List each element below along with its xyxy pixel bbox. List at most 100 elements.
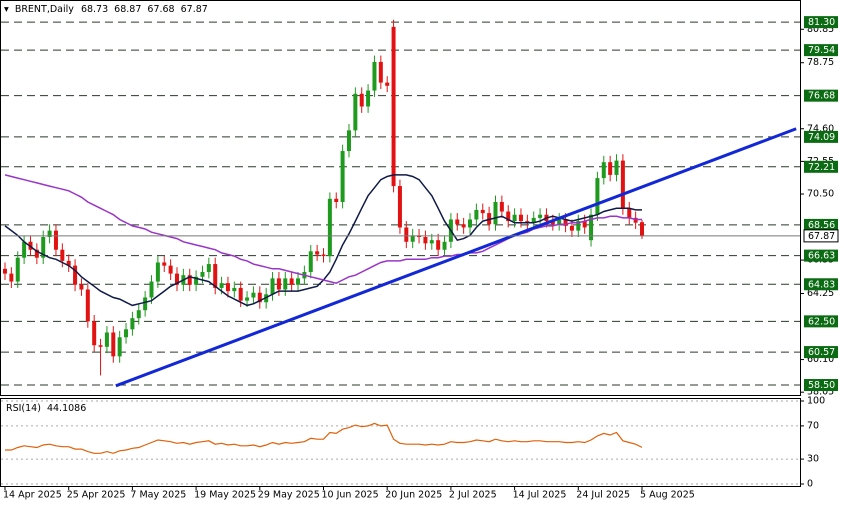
candle-body <box>168 265 173 274</box>
x-tick-label: 2 Jul 2025 <box>449 490 497 501</box>
candle-body <box>480 209 485 214</box>
candle-body <box>117 337 122 357</box>
candle-body <box>85 289 90 322</box>
candle-body <box>627 208 632 218</box>
level-box <box>804 160 838 173</box>
header-close: 67.87 <box>181 4 208 15</box>
candle-body <box>22 241 27 258</box>
y-tick-label: 74.60 <box>807 123 834 134</box>
candle-body <box>550 221 555 225</box>
candle-body <box>289 278 294 285</box>
candle-body <box>79 284 84 290</box>
candle-body <box>429 240 434 244</box>
candle-body <box>53 230 58 250</box>
candle-body <box>41 236 46 258</box>
candle-body <box>225 283 230 292</box>
candle-body <box>640 222 644 236</box>
candle-body <box>124 329 129 338</box>
candle-body <box>589 214 594 241</box>
candle-body <box>340 151 345 202</box>
candle-body <box>595 178 600 215</box>
candle-body <box>378 61 383 83</box>
candle-body <box>327 198 332 257</box>
candle-body <box>276 278 281 290</box>
level-box <box>804 44 838 57</box>
y-tick-label: 78.75 <box>807 57 834 68</box>
candle-body <box>569 225 574 231</box>
level-label: 79.54 <box>808 45 835 56</box>
y-tick-label: 64.25 <box>807 288 834 299</box>
rsi-line <box>5 422 643 454</box>
x-tick-label: 14 Jul 2025 <box>513 490 567 501</box>
candle-body <box>130 318 135 330</box>
chart-title: BRENT,Daily <box>15 4 74 15</box>
level-label: 64.83 <box>808 279 835 290</box>
candle-body <box>410 235 415 242</box>
x-tick-label: 24 Jul 2025 <box>576 490 630 501</box>
rsi-title: RSI(14) <box>6 403 41 414</box>
x-tick-label: 14 Apr 2025 <box>3 490 62 501</box>
level-box <box>804 218 838 231</box>
y-tick-label: 70.50 <box>807 189 834 200</box>
candle-body <box>576 221 581 231</box>
candle-body <box>136 310 141 319</box>
candle-body <box>346 130 351 152</box>
candle-body <box>620 160 625 209</box>
candle-body <box>143 297 148 311</box>
y-tick-label: 80.85 <box>807 24 834 35</box>
candle-body <box>525 221 530 223</box>
level-label: 76.68 <box>808 91 835 102</box>
level-label: 72.21 <box>808 162 835 173</box>
header-high: 68.87 <box>114 4 141 15</box>
level-label: 66.63 <box>808 251 835 262</box>
candle-body <box>499 201 504 212</box>
candle-body <box>245 297 250 301</box>
candle-body <box>608 162 613 175</box>
y-tick-label: 58.05 <box>807 387 834 398</box>
candle-body <box>104 332 109 347</box>
candle-body <box>366 90 371 107</box>
candle-body <box>34 249 39 258</box>
x-tick-label: 7 May 2025 <box>130 490 186 501</box>
candle-body <box>614 160 619 175</box>
trendline <box>115 127 797 388</box>
y-tick-label: 60.10 <box>807 354 834 365</box>
rsi-panel <box>0 398 801 487</box>
candle-body <box>397 186 402 228</box>
candle-body <box>353 93 358 131</box>
candle-body <box>531 217 536 223</box>
candle-body <box>15 257 20 282</box>
candle-body <box>436 240 441 250</box>
level-box <box>804 249 838 262</box>
candle-body <box>66 260 71 266</box>
candle-body <box>270 278 275 295</box>
level-label: 60.57 <box>808 347 835 358</box>
candle-body <box>60 249 65 261</box>
rsi-header: RSI(14) 44.1086 <box>6 403 86 414</box>
candle-body <box>506 211 511 222</box>
x-tick-label: 25 Apr 2025 <box>67 490 126 501</box>
level-label: 74.09 <box>808 132 835 143</box>
candle-body <box>162 262 167 266</box>
candle-body <box>359 93 364 107</box>
candle-body <box>149 281 154 298</box>
candle-body <box>334 198 339 202</box>
rsi-tick-label: 30 <box>807 454 819 465</box>
rsi-tick-label: 70 <box>807 420 819 431</box>
rsi-value: 44.1086 <box>47 403 86 414</box>
level-box <box>804 278 838 291</box>
candle-body <box>461 224 466 228</box>
candle-body <box>155 262 160 282</box>
x-tick-label: 29 May 2025 <box>258 490 320 501</box>
candle-body <box>487 213 492 225</box>
candle-body <box>633 217 638 223</box>
level-label: 81.30 <box>808 17 835 28</box>
level-box <box>804 89 838 102</box>
level-label: 62.50 <box>808 316 835 327</box>
candle-body <box>442 241 447 250</box>
candle-body <box>474 209 479 220</box>
x-tick-label: 19 May 2025 <box>194 490 256 501</box>
level-box <box>804 130 838 143</box>
header-arrow: ▾ <box>4 4 9 15</box>
